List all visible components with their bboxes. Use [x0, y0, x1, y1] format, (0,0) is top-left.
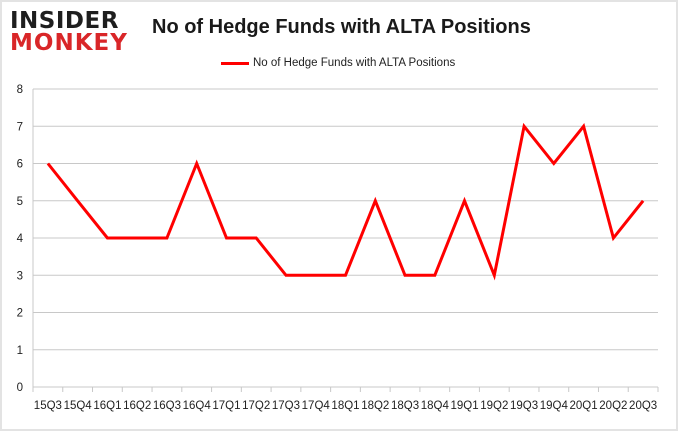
x-tick-label: 15Q4	[64, 400, 93, 412]
y-tick-label: 2	[17, 308, 23, 320]
x-tick-label: 18Q2	[361, 400, 389, 412]
x-tick-label: 18Q3	[391, 400, 419, 412]
y-tick-label: 1	[17, 345, 23, 357]
chart-title: No of Hedge Funds with ALTA Positions	[152, 16, 531, 38]
legend-label: No of Hedge Funds with ALTA Positions	[253, 57, 456, 69]
x-tick-label: 18Q1	[331, 400, 359, 412]
x-tick-label: 16Q1	[93, 400, 121, 412]
x-tick-label: 19Q2	[480, 400, 508, 412]
x-tick-label: 16Q4	[183, 400, 212, 412]
logo-line-2: MONKEY	[10, 30, 128, 56]
logo-line-1: INSIDER	[10, 8, 119, 34]
x-tick-label: 17Q4	[302, 400, 331, 412]
x-tick-label: 17Q3	[272, 400, 300, 412]
x-tick-label: 20Q3	[629, 400, 657, 412]
x-tick-label: 17Q1	[212, 400, 240, 412]
x-tick-label: 19Q3	[510, 400, 538, 412]
x-tick-label: 20Q1	[570, 400, 598, 412]
series-line	[46, 122, 645, 281]
x-tick-label: 20Q2	[599, 400, 627, 412]
y-tick-label: 4	[17, 233, 24, 245]
y-tick-label: 5	[17, 196, 23, 208]
x-tick-label: 19Q1	[450, 400, 478, 412]
x-tick-label: 16Q3	[153, 400, 181, 412]
x-tick-label: 18Q4	[421, 400, 450, 412]
y-tick-label: 0	[17, 382, 23, 394]
y-tick-label: 3	[17, 270, 23, 282]
chart-legend: No of Hedge Funds with ALTA Positions	[221, 57, 455, 69]
insider-monkey-logo: INSIDER MONKEY	[10, 8, 130, 56]
y-tick-label: 8	[17, 84, 23, 96]
y-tick-label: 7	[17, 121, 23, 133]
x-tick-label: 16Q2	[123, 400, 151, 412]
x-tick-label: 15Q3	[34, 400, 62, 412]
legend-swatch	[221, 61, 249, 65]
y-tick-label: 6	[17, 159, 23, 171]
x-tick-label: 19Q4	[540, 400, 569, 412]
x-tick-label: 17Q2	[242, 400, 270, 412]
